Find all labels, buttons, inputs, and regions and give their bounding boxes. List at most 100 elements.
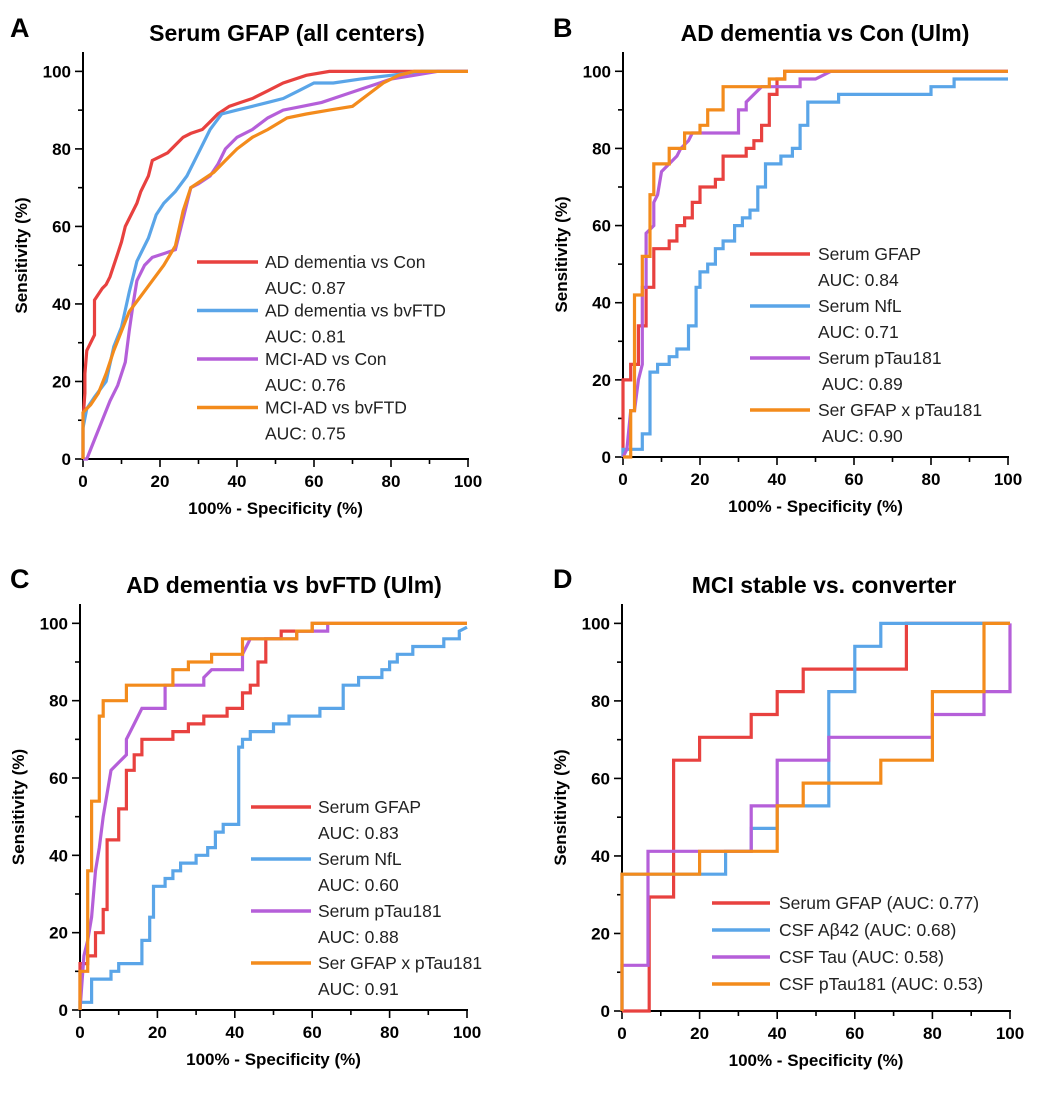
y-tick-label: 100 [43,62,71,81]
y-tick-label: 60 [49,769,68,788]
legend-auc-label: AUC: 0.87 [265,278,346,298]
x-tick-label: 20 [690,1024,709,1043]
legend-auc-label: AUC: 0.76 [265,375,346,395]
y-tick-label: 100 [583,62,611,81]
x-tick-label: 0 [75,1023,84,1042]
legend-label: Serum NfL [818,296,902,316]
panel-d: D MCI stable vs. converter 0 20 40 60 80 100 0 20… [551,564,1024,1070]
y-tick-label: 0 [602,448,611,467]
legend-auc-label: AUC: 0.84 [818,270,899,290]
x-tick-label: 80 [922,470,941,489]
y-axis-label: Sensitivity (%) [9,749,28,865]
legend-label: Serum pTau181 [318,901,442,921]
y-tick-label: 80 [52,140,71,159]
panel-b: B AD dementia vs Con (Ulm) 0 20 40 60 80 100 0 20… [552,13,1022,516]
legend-label: MCI-AD vs Con [265,349,387,369]
legend-label: CSF pTau181 (AUC: 0.53) [779,974,983,994]
legend: Serum GFAP AUC: 0.84 Serum NfL AUC: 0.71 Ser… [750,244,982,446]
series-line-3 [620,623,1012,1011]
y-tick-label: 0 [59,1001,68,1020]
y-tick-label: 40 [592,294,611,313]
series-line-4 [623,69,1008,459]
legend: Serum GFAP AUC: 0.83 Serum NfL AUC: 0.60 Ser… [251,797,482,999]
y-tick-label: 40 [49,846,68,865]
legend-auc-label: AUC: 0.75 [265,424,346,444]
panel-letter: B [553,13,573,43]
series-line-4 [78,621,467,1010]
x-tick-label: 20 [151,472,170,491]
y-tick-label: 40 [591,847,610,866]
x-tick-label: 80 [382,472,401,491]
x-tick-label: 60 [845,470,864,489]
y-tick-label: 0 [62,450,71,469]
y-tick-label: 20 [592,371,611,390]
x-tick-label: 40 [768,470,787,489]
chart-title: Serum GFAP (all centers) [149,20,425,46]
x-tick-label: 0 [617,1024,626,1043]
x-axis-label: 100% - Specificity (%) [188,499,363,518]
x-tick-label: 100 [994,470,1022,489]
panel-letter: A [10,13,30,43]
y-tick-label: 60 [591,769,610,788]
x-tick-label: 100 [996,1024,1024,1043]
x-tick-label: 40 [768,1024,787,1043]
series-line-2 [621,77,1008,457]
y-tick-label: 20 [49,924,68,943]
legend-label: AD dementia vs bvFTD [265,301,446,321]
y-tick-label: 0 [601,1002,610,1021]
series-line-4 [81,69,468,459]
legend-auc-label: AUC: 0.88 [318,927,399,947]
chart-title: AD dementia vs bvFTD (Ulm) [126,572,442,598]
legend-auc-label: AUC: 0.89 [822,374,903,394]
x-tick-label: 60 [845,1024,864,1043]
legend-label: Serum GFAP [818,244,921,264]
y-tick-label: 100 [40,614,68,633]
legend-label: Serum GFAP (AUC: 0.77) [779,893,979,913]
legend-auc-label: AUC: 0.90 [822,426,903,446]
legend-label: Ser GFAP x pTau181 [318,953,482,973]
x-tick-label: 100 [453,1023,481,1042]
y-axis-label: Sensitivity (%) [552,196,571,312]
legend-label: CSF Tau (AUC: 0.58) [779,947,944,967]
series-line-1 [81,69,468,459]
legend-label: Ser GFAP x pTau181 [818,400,982,420]
legend: AD dementia vs Con AUC: 0.87 AD dementia v… [197,252,446,444]
x-tick-label: 40 [228,472,247,491]
legend-auc-label: AUC: 0.71 [818,322,899,342]
panel-c: C AD dementia vs bvFTD (Ulm) 0 20 40 60 80 100 0… [9,564,482,1069]
series-line-3 [78,623,330,1011]
y-tick-label: 20 [591,924,610,943]
y-tick-label: 20 [52,372,71,391]
legend-auc-label: AUC: 0.91 [318,979,399,999]
x-tick-label: 60 [305,472,324,491]
legend-auc-label: AUC: 0.81 [265,327,346,347]
panel-letter: D [553,564,573,594]
legend-auc-label: AUC: 0.60 [318,875,399,895]
panel-a: A Serum GFAP (all centers) 0 20 40 60 80 100 0 20… [10,13,482,518]
legend-auc-label: AUC: 0.83 [318,823,399,843]
legend-label: Serum NfL [318,849,402,869]
y-tick-label: 80 [591,692,610,711]
series-line-2 [78,625,468,1010]
x-tick-label: 60 [303,1023,322,1042]
chart-title: MCI stable vs. converter [692,572,957,598]
y-tick-label: 60 [592,217,611,236]
x-tick-label: 20 [148,1023,167,1042]
legend-label: MCI-AD vs bvFTD [265,398,407,418]
x-tick-label: 20 [691,470,710,489]
y-tick-label: 100 [582,614,610,633]
x-axis-label: 100% - Specificity (%) [186,1050,361,1069]
y-tick-label: 80 [49,692,68,711]
x-tick-label: 100 [454,472,482,491]
x-tick-label: 40 [225,1023,244,1042]
legend-label: CSF Aβ42 (AUC: 0.68) [779,920,956,940]
y-axis-label: Sensitivity (%) [12,197,31,313]
legend-label: Serum pTau181 [818,348,942,368]
legend-label: Serum GFAP [318,797,421,817]
chart-title: AD dementia vs Con (Ulm) [681,20,970,46]
series-line-1 [621,69,1008,457]
x-tick-label: 0 [78,472,87,491]
x-tick-label: 0 [618,470,627,489]
y-axis-label: Sensitivity (%) [551,749,570,865]
